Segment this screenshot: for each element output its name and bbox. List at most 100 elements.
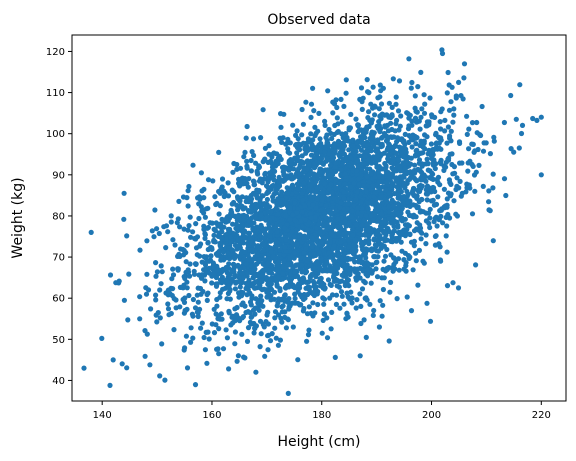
data-point [312, 124, 318, 130]
data-point [314, 196, 320, 202]
data-point [315, 128, 321, 134]
data-point [412, 193, 419, 199]
data-point [318, 184, 324, 190]
data-point [413, 250, 419, 256]
data-point [316, 250, 322, 256]
data-point [311, 289, 317, 295]
data-point [190, 162, 196, 168]
data-point [220, 346, 227, 352]
data-point [326, 126, 332, 133]
data-point [367, 301, 373, 307]
data-point [408, 239, 415, 245]
data-point [377, 94, 383, 100]
data-point [244, 158, 250, 164]
data-point [378, 101, 385, 107]
data-point [156, 230, 162, 237]
data-point [212, 239, 218, 245]
data-point [317, 265, 323, 271]
data-point [438, 135, 444, 141]
data-point [432, 215, 438, 222]
data-point [438, 126, 444, 132]
data-point [415, 84, 421, 90]
data-point [258, 293, 264, 299]
data-point [435, 174, 442, 180]
data-point [314, 245, 320, 251]
data-point [415, 187, 421, 193]
data-point [463, 189, 469, 195]
data-point [267, 217, 273, 223]
data-point [232, 252, 238, 258]
data-point [487, 208, 493, 214]
data-point [235, 262, 241, 268]
data-point [508, 146, 514, 152]
data-point [175, 267, 181, 273]
data-point [342, 251, 348, 257]
data-point [292, 291, 298, 297]
data-point [190, 229, 196, 235]
data-point [207, 220, 213, 226]
data-point [177, 304, 183, 310]
data-point [151, 234, 157, 240]
y-tick-label: 120 [46, 47, 65, 58]
data-point [337, 204, 343, 211]
data-point [431, 185, 437, 191]
data-point [332, 148, 338, 154]
data-point [393, 101, 399, 107]
data-point [313, 179, 319, 185]
data-point [408, 85, 414, 91]
data-point [283, 141, 289, 147]
data-point [347, 184, 354, 190]
data-point [212, 194, 218, 200]
data-point [332, 122, 338, 129]
data-point [302, 203, 308, 209]
data-point [188, 234, 194, 240]
data-point [144, 238, 150, 244]
data-point [281, 111, 287, 117]
data-point [137, 316, 143, 322]
data-point [267, 338, 274, 344]
y-tick-label: 90 [52, 170, 65, 181]
data-point [307, 252, 313, 258]
data-point [309, 243, 315, 250]
data-point [341, 195, 347, 202]
data-point [183, 259, 189, 265]
data-point [379, 313, 385, 319]
data-point [304, 166, 310, 172]
x-tick-label: 220 [532, 410, 551, 421]
data-point [274, 303, 280, 309]
data-point [310, 278, 316, 285]
data-point [284, 282, 290, 288]
data-point [292, 300, 298, 306]
data-point [218, 255, 224, 261]
data-point [387, 289, 393, 295]
data-point [107, 272, 114, 278]
data-point [446, 107, 453, 113]
data-point [226, 271, 232, 277]
data-point [201, 334, 207, 341]
data-point [391, 134, 397, 140]
data-point [377, 233, 383, 239]
data-point [333, 185, 339, 191]
data-point [364, 267, 370, 273]
data-point [388, 279, 394, 285]
data-point [306, 146, 312, 152]
data-point [157, 315, 163, 321]
data-point [315, 301, 321, 308]
data-point [290, 324, 296, 330]
data-point [173, 297, 179, 303]
data-point [153, 312, 159, 318]
data-point [234, 161, 240, 168]
data-point [285, 190, 291, 196]
data-point [144, 271, 150, 277]
data-point [516, 145, 522, 151]
data-point [286, 167, 292, 173]
data-point [294, 128, 300, 134]
data-point [177, 224, 183, 230]
data-point [413, 214, 419, 220]
data-point [361, 160, 367, 166]
data-point [450, 119, 456, 125]
data-point [379, 275, 385, 281]
data-point [365, 200, 371, 206]
data-point [337, 305, 343, 311]
data-point [261, 242, 267, 248]
